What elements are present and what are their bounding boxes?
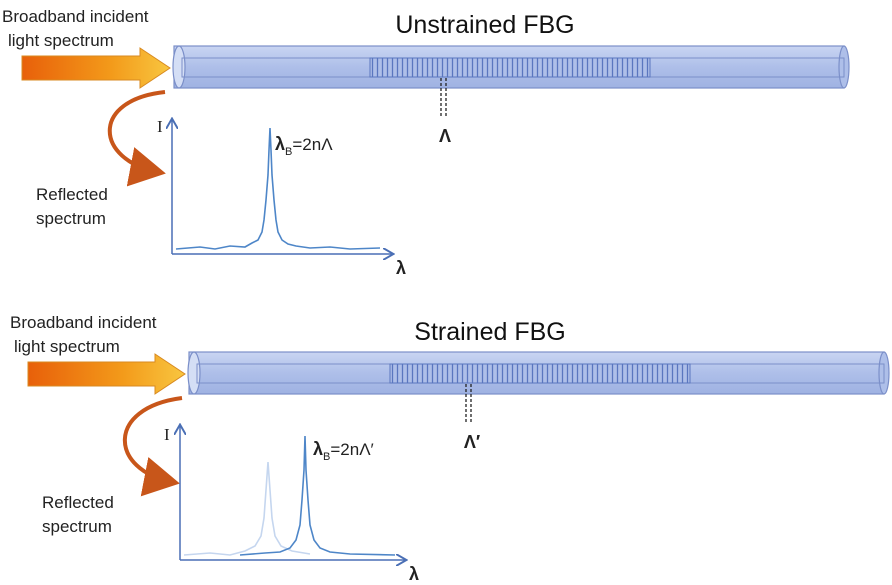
y-axis-label: I xyxy=(157,117,163,136)
fiber xyxy=(187,351,890,395)
peak-formula: λB=2nΛ xyxy=(275,134,333,158)
panel-unstrained: Broadband incident light spectrum Unstra… xyxy=(2,7,850,278)
formula-rest: =2nΛ′ xyxy=(330,440,373,459)
panel-title: Strained FBG xyxy=(414,318,565,346)
panel-title: Unstrained FBG xyxy=(395,11,574,39)
formula-rest: =2nΛ xyxy=(292,135,333,154)
input-label: light spectrum xyxy=(14,337,120,356)
formula-subscript: B xyxy=(323,451,330,463)
reflected-label: spectrum xyxy=(42,517,112,536)
input-label: light spectrum xyxy=(8,31,114,50)
formula-subscript: B xyxy=(285,146,292,158)
formula-symbol: λ xyxy=(313,439,323,459)
reflected-label: Reflected xyxy=(42,493,114,512)
spectrum-original xyxy=(183,461,311,556)
peak-formula: λB=2nΛ′ xyxy=(313,439,374,463)
x-axis-label: λ xyxy=(409,564,419,584)
input-label: Broadband incident xyxy=(2,7,149,26)
formula-symbol: λ xyxy=(275,134,285,154)
fiber xyxy=(172,45,850,89)
y-axis-label: I xyxy=(164,425,170,444)
reflected-label: Reflected xyxy=(36,185,108,204)
reflected-label: spectrum xyxy=(36,209,106,228)
input-arrow xyxy=(21,47,171,89)
spectrum xyxy=(175,127,381,250)
spectrum-shifted xyxy=(239,435,396,556)
panel-strained: Broadband incident light spectrum Strain… xyxy=(10,313,890,584)
reflect-arrow xyxy=(107,90,166,187)
input-arrow xyxy=(27,353,186,395)
period-label: Λ′ xyxy=(464,432,480,452)
reflect-arrow xyxy=(122,396,183,497)
period-label: Λ xyxy=(439,126,451,146)
x-axis-label: λ xyxy=(396,258,406,278)
input-label: Broadband incident xyxy=(10,313,157,332)
